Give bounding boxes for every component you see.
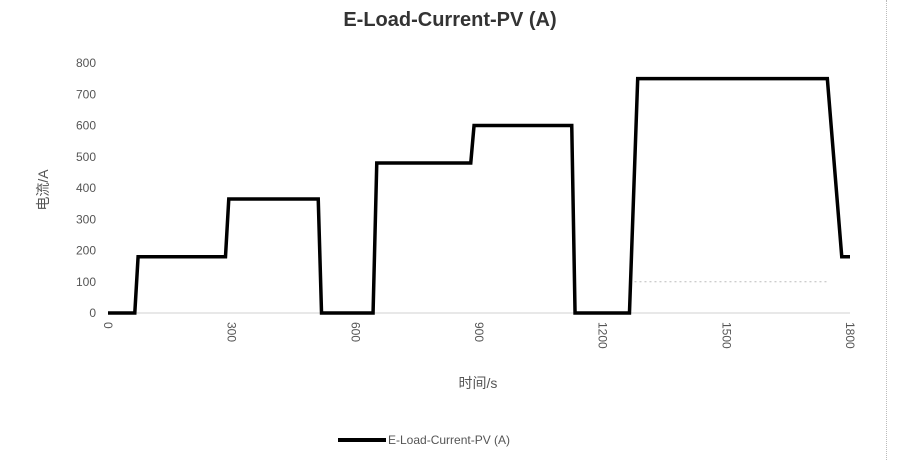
legend: E-Load-Current-PV (A) <box>338 433 510 447</box>
x-tick-label: 0 <box>101 322 115 329</box>
x-axis-label: 时间/s <box>459 375 498 391</box>
y-tick-label: 600 <box>76 119 96 133</box>
x-tick-label: 1500 <box>719 322 733 349</box>
chart-title: E-Load-Current-PV (A) <box>343 9 556 31</box>
y-tick-label: 700 <box>76 87 96 101</box>
x-tick-label: 1200 <box>596 322 610 349</box>
series-group <box>108 79 850 313</box>
y-axis-ticks: 0 100 200 300 400 500 600 700 800 <box>76 56 96 320</box>
y-axis-label: 电流/A <box>35 169 51 211</box>
series-line <box>108 79 850 313</box>
x-tick-label: 600 <box>348 322 362 342</box>
y-tick-label: 500 <box>76 150 96 164</box>
y-tick-label: 0 <box>89 306 96 320</box>
y-tick-label: 200 <box>76 244 96 258</box>
x-tick-label: 300 <box>225 322 239 342</box>
y-tick-label: 800 <box>76 56 96 70</box>
x-axis-ticks: 0 300 600 900 1200 1500 1800 <box>101 322 857 349</box>
x-tick-label: 1800 <box>843 322 857 349</box>
y-tick-label: 400 <box>76 181 96 195</box>
y-tick-label: 300 <box>76 212 96 226</box>
y-tick-label: 100 <box>76 275 96 289</box>
x-tick-label: 900 <box>472 322 486 342</box>
legend-entry-label: E-Load-Current-PV (A) <box>388 433 510 447</box>
